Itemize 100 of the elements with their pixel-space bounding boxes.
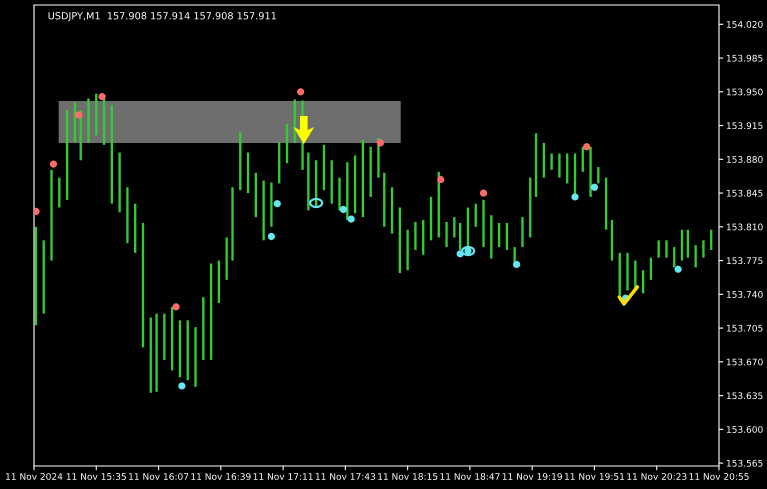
bar	[150, 317, 152, 393]
bar	[529, 178, 532, 238]
bar	[346, 162, 348, 220]
bar	[315, 160, 318, 208]
bar	[225, 237, 228, 280]
bar	[126, 187, 129, 244]
bar	[550, 154, 553, 170]
y-tick-label: 153.985	[726, 54, 762, 62]
y-tick-label: 153.915	[726, 122, 762, 130]
y-tick-label: 153.705	[726, 324, 762, 332]
bar	[398, 208, 402, 274]
bar	[604, 178, 608, 230]
bar	[58, 178, 60, 208]
bar	[582, 146, 584, 172]
bar	[506, 222, 508, 250]
y-tick-label: 153.600	[726, 426, 763, 433]
point	[274, 200, 281, 208]
bar	[453, 217, 456, 238]
point	[376, 139, 384, 147]
bar	[239, 132, 242, 190]
bar	[710, 230, 712, 250]
x-tick-label: 11 Nov 2024	[6, 473, 62, 480]
bar	[618, 252, 621, 296]
point	[34, 208, 40, 215]
point	[75, 111, 82, 119]
bar	[650, 258, 652, 280]
x-tick-label: 11 Nov 19:51	[565, 473, 624, 480]
point	[297, 88, 304, 96]
bar	[597, 167, 600, 184]
point	[590, 184, 598, 191]
bar	[74, 102, 76, 142]
bar	[118, 152, 121, 212]
x-tick-label: 11 Nov 17:11	[254, 473, 313, 480]
point	[50, 160, 58, 168]
y-tick-label: 153.565	[726, 460, 762, 467]
bar	[490, 215, 492, 259]
text: USDJPY,M1 157.908 157.914 157.908 157.911	[48, 12, 276, 22]
bar	[294, 100, 296, 143]
bar	[307, 152, 310, 210]
x-tick-label: 11 Nov 16:07	[129, 473, 188, 480]
bar	[498, 222, 500, 248]
point	[172, 303, 180, 310]
point	[98, 93, 106, 100]
bar	[369, 146, 372, 197]
bar	[474, 204, 477, 227]
bar	[542, 142, 546, 178]
bar	[658, 240, 660, 258]
bar	[66, 110, 68, 200]
y-tick-label: 153.635	[726, 392, 762, 400]
y-tick-label: 153.810	[726, 224, 763, 230]
bar	[95, 94, 98, 136]
point	[571, 193, 579, 201]
bar	[163, 314, 166, 360]
bar	[694, 245, 697, 268]
bar	[218, 260, 220, 304]
x-tick-label: 11 Nov 20:55	[690, 473, 749, 480]
bar	[186, 320, 189, 380]
x-tick-label: 11 Nov 17:43	[316, 473, 376, 480]
point	[437, 176, 444, 184]
bar	[270, 182, 273, 227]
bar	[566, 154, 568, 184]
y-tick-label: 153.740	[726, 291, 763, 298]
bar	[406, 230, 409, 270]
y-tick-label: 153.880	[726, 156, 763, 163]
y-tick-label: 153.950	[726, 88, 763, 96]
y-tick-label: 153.670	[726, 358, 763, 366]
point	[513, 260, 520, 268]
bar	[155, 314, 158, 392]
bar	[354, 155, 356, 214]
bar	[642, 270, 644, 294]
y-tick-label: 153.845	[726, 190, 762, 197]
point	[348, 215, 355, 223]
x-tick-label: 11 Nov 19:19	[502, 473, 562, 480]
bar	[278, 142, 280, 184]
bar	[438, 172, 440, 238]
bar	[459, 222, 462, 250]
x-tick-label: 11 Nov 18:15	[378, 473, 438, 480]
bar	[422, 220, 424, 255]
point	[340, 206, 348, 214]
bar	[110, 105, 114, 204]
bar	[202, 297, 204, 360]
x-tick-label: 11 Nov 20:23	[627, 473, 686, 480]
bar	[383, 172, 386, 227]
x-tick-label: 11 Nov 18:47	[440, 473, 500, 480]
point	[674, 266, 682, 273]
bar	[362, 140, 364, 218]
point	[583, 143, 590, 150]
bar	[254, 172, 258, 218]
bar	[686, 230, 690, 258]
bar	[330, 160, 333, 204]
point	[178, 382, 186, 390]
x-tick-label: 11 Nov 15:35	[66, 473, 126, 480]
bar	[134, 204, 136, 253]
point	[480, 189, 488, 197]
bar	[42, 240, 45, 314]
bar	[171, 306, 174, 371]
bar	[210, 263, 212, 360]
point	[268, 232, 276, 240]
y-tick-label: 154.020	[726, 21, 763, 28]
bar	[262, 180, 265, 240]
